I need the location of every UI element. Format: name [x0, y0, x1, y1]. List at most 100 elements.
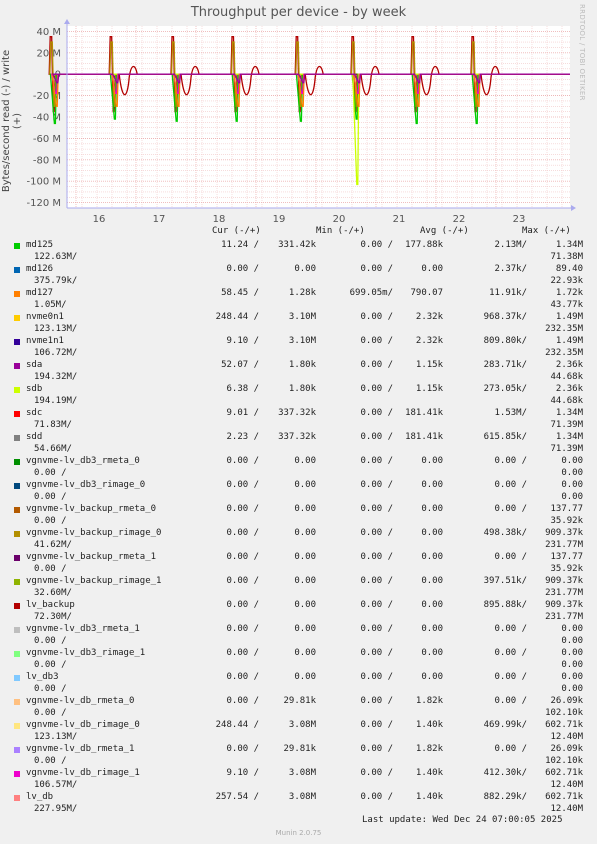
- legend-device-name: md127: [26, 288, 54, 298]
- min-write: 0.00: [421, 576, 443, 586]
- legend-device-name: md126: [26, 264, 54, 274]
- x-tick-label: 20: [333, 214, 346, 225]
- min-read: 0.00 /: [360, 768, 393, 778]
- cur-read: 58.45 /: [221, 288, 259, 298]
- min-read: 0.00 /: [360, 312, 393, 322]
- avg-read: 968.37k/: [483, 312, 527, 322]
- legend-row: md125 11.24 / 331.42k 0.00 / 177.88k 2.13M/1.…: [0, 240, 597, 264]
- legend-swatch: [14, 699, 20, 705]
- avg-read: 412.30k/: [483, 768, 527, 778]
- legend-row: md126 0.00 / 0.00 0.00 / 0.00 2.37k/89.40 375.…: [0, 264, 597, 288]
- max-write: 71.39M: [550, 444, 583, 454]
- avg-write: 0.00: [561, 672, 583, 682]
- max-write: 22.93k: [550, 276, 583, 286]
- min-read: 0.00 /: [360, 552, 393, 562]
- cur-read: 0.00 /: [226, 576, 259, 586]
- legend-swatch: [14, 387, 20, 393]
- min-write: 0.00: [421, 456, 443, 466]
- cur-read: 11.24 /: [221, 240, 259, 250]
- chart-grid: [66, 26, 570, 208]
- legend-row: vgnvme-lv_db_rimage_0 248.44 / 3.08M 0.00 /…: [0, 720, 597, 744]
- avg-read: 0.00 /: [494, 480, 527, 490]
- cur-read: 0.00 /: [226, 744, 259, 754]
- cur-read: 0.00 /: [226, 264, 259, 274]
- legend-swatch: [14, 363, 20, 369]
- header-max: Max (-/+): [522, 226, 571, 236]
- legend-row: sdd 2.23 / 337.32k 0.00 / 181.41k 615.85k/1.3…: [0, 432, 597, 456]
- cur-write: 331.42k: [278, 240, 316, 250]
- min-read: 699.05m/: [349, 288, 393, 298]
- y-axis-arrow: [64, 19, 70, 24]
- min-write: 0.00: [421, 552, 443, 562]
- cur-read: 0.00 /: [226, 504, 259, 514]
- max-read: 194.32M/: [34, 372, 78, 382]
- avg-read: 0.00 /: [494, 672, 527, 682]
- max-write: 232.35M: [545, 324, 583, 334]
- cur-read: 0.00 /: [226, 480, 259, 490]
- legend-row: sda 52.07 / 1.80k 0.00 / 1.15k 283.71k/2.36k 1…: [0, 360, 597, 384]
- legend-row: nvme1n1 9.10 / 3.10M 0.00 / 2.32k 809.80k/1.4…: [0, 336, 597, 360]
- legend-row: sdc 9.01 / 337.32k 0.00 / 181.41k 1.53M/1.34M…: [0, 408, 597, 432]
- max-write: 44.68k: [550, 396, 583, 406]
- legend-row: lv_backup 0.00 / 0.00 0.00 / 0.00 895.88k/909…: [0, 600, 597, 624]
- max-write: 0.00: [561, 684, 583, 694]
- legend-row: nvme0n1 248.44 / 3.10M 0.00 / 2.32k 968.37k/1…: [0, 312, 597, 336]
- cur-write: 0.00: [294, 528, 316, 538]
- avg-read: 469.99k/: [483, 720, 527, 730]
- x-axis-ticks: 16 17 18 19 20 21 22 23: [93, 214, 526, 225]
- header-min: Min (-/+): [316, 226, 365, 236]
- cur-write: 0.00: [294, 456, 316, 466]
- max-read: 72.30M/: [34, 612, 72, 622]
- max-read: 1.05M/: [34, 300, 67, 310]
- legend-swatch: [14, 531, 20, 537]
- max-read: 0.00 /: [34, 516, 67, 526]
- avg-write: 0.00: [561, 624, 583, 634]
- cur-write: 3.10M: [288, 312, 316, 322]
- avg-read: 1.53M/: [494, 408, 527, 418]
- y-tick-label: -60 M: [33, 134, 61, 145]
- min-write: 1.40k: [415, 792, 443, 802]
- legend-device-name: nvme1n1: [26, 336, 64, 346]
- cur-read: 9.01 /: [226, 408, 259, 418]
- max-write: 44.68k: [550, 372, 583, 382]
- cur-read: 0.00 /: [226, 672, 259, 682]
- legend-device-name: sda: [26, 360, 43, 370]
- x-tick-label: 23: [513, 214, 526, 225]
- legend-swatch: [14, 627, 20, 633]
- x-axis-arrow: [571, 205, 576, 211]
- chart-title: Throughput per device - by week: [190, 5, 407, 20]
- legend-swatch: [14, 459, 20, 465]
- cur-write: 29.81k: [283, 696, 316, 706]
- avg-write: 602.71k: [545, 768, 583, 778]
- avg-read: 0.00 /: [494, 552, 527, 562]
- max-read: 375.79k/: [34, 276, 78, 286]
- max-write: 231.77M: [545, 588, 583, 598]
- legend-row: vgnvme-lv_db3_rimage_1 0.00 / 0.00 0.00 / 0.…: [0, 648, 597, 672]
- max-read: 0.00 /: [34, 468, 67, 478]
- min-read: 0.00 /: [360, 744, 393, 754]
- cur-write: 0.00: [294, 600, 316, 610]
- avg-read: 615.85k/: [483, 432, 527, 442]
- legend-swatch: [14, 795, 20, 801]
- avg-write: 1.49M: [555, 312, 583, 322]
- x-tick-label: 22: [453, 214, 466, 225]
- legend-row: vgnvme-lv_backup_rmeta_0 0.00 / 0.00 0.00 /…: [0, 504, 597, 528]
- max-write: 12.40M: [550, 732, 583, 742]
- min-read: 0.00 /: [360, 360, 393, 370]
- legend-swatch: [14, 243, 20, 249]
- cur-read: 0.00 /: [226, 648, 259, 658]
- max-write: 102.10k: [545, 708, 583, 718]
- min-read: 0.00 /: [360, 528, 393, 538]
- avg-read: 882.29k/: [483, 792, 527, 802]
- cur-write: 0.00: [294, 552, 316, 562]
- cur-read: 6.38 /: [226, 384, 259, 394]
- cur-read: 248.44 /: [215, 312, 259, 322]
- avg-write: 26.09k: [550, 696, 583, 706]
- legend-swatch: [14, 435, 20, 441]
- legend-device-name: vgnvme-lv_backup_rmeta_0: [26, 504, 157, 514]
- max-read: 122.63M/: [34, 252, 78, 262]
- avg-read: 0.00 /: [494, 624, 527, 634]
- legend-swatch: [14, 675, 20, 681]
- y-tick-label: -80 M: [33, 155, 61, 166]
- cur-write: 0.00: [294, 648, 316, 658]
